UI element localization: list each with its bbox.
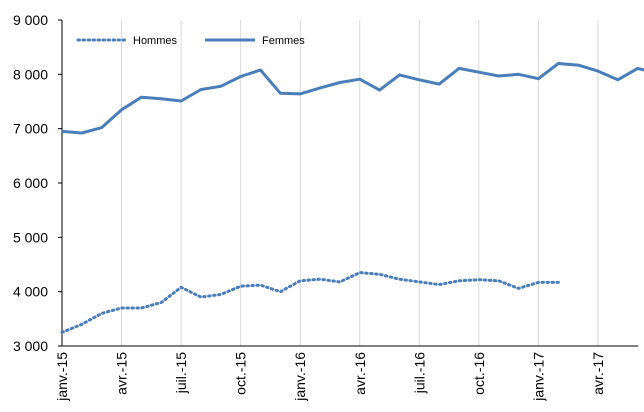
x-tick-label: janv.-16 [292, 352, 308, 402]
y-tick-label: 8 000 [13, 66, 48, 82]
x-tick-label: avr.-15 [114, 352, 130, 395]
series-line-hommes [60, 271, 560, 334]
y-tick-label: 3 000 [13, 338, 48, 354]
x-tick-label: avr.-16 [352, 352, 368, 395]
series-line-femmes [61, 62, 644, 135]
y-tick-label: 4 000 [13, 284, 48, 300]
x-tick-label: juil.-15 [173, 352, 189, 394]
y-tick-label: 9 000 [13, 12, 48, 28]
x-tick-label: janv.-17 [530, 352, 546, 402]
series-lines [60, 62, 644, 334]
x-tick-label: juil.-16 [411, 352, 427, 394]
x-tick-label: oct.-16 [471, 352, 487, 395]
y-ticks: 3 000 4 000 5 000 6 000 7 000 8 000 9 000 [13, 12, 62, 354]
legend: Hommes Femmes [76, 35, 305, 47]
legend-femmes-label: Femmes [262, 35, 305, 47]
y-tick-label: 7 000 [13, 121, 48, 137]
y-tick-label: 5 000 [13, 229, 48, 245]
y-tick-label: 6 000 [13, 175, 48, 191]
legend-hommes-label: Hommes [133, 35, 178, 47]
x-ticks: janv.-15 avr.-15 juil.-15 oct.-15 janv.-16 av… [54, 352, 606, 402]
x-tick-label: oct.-15 [233, 352, 249, 395]
x-tick-label: avr.-17 [590, 352, 606, 395]
x-gridlines [61, 20, 599, 346]
x-tick-label: janv.-15 [54, 352, 70, 402]
